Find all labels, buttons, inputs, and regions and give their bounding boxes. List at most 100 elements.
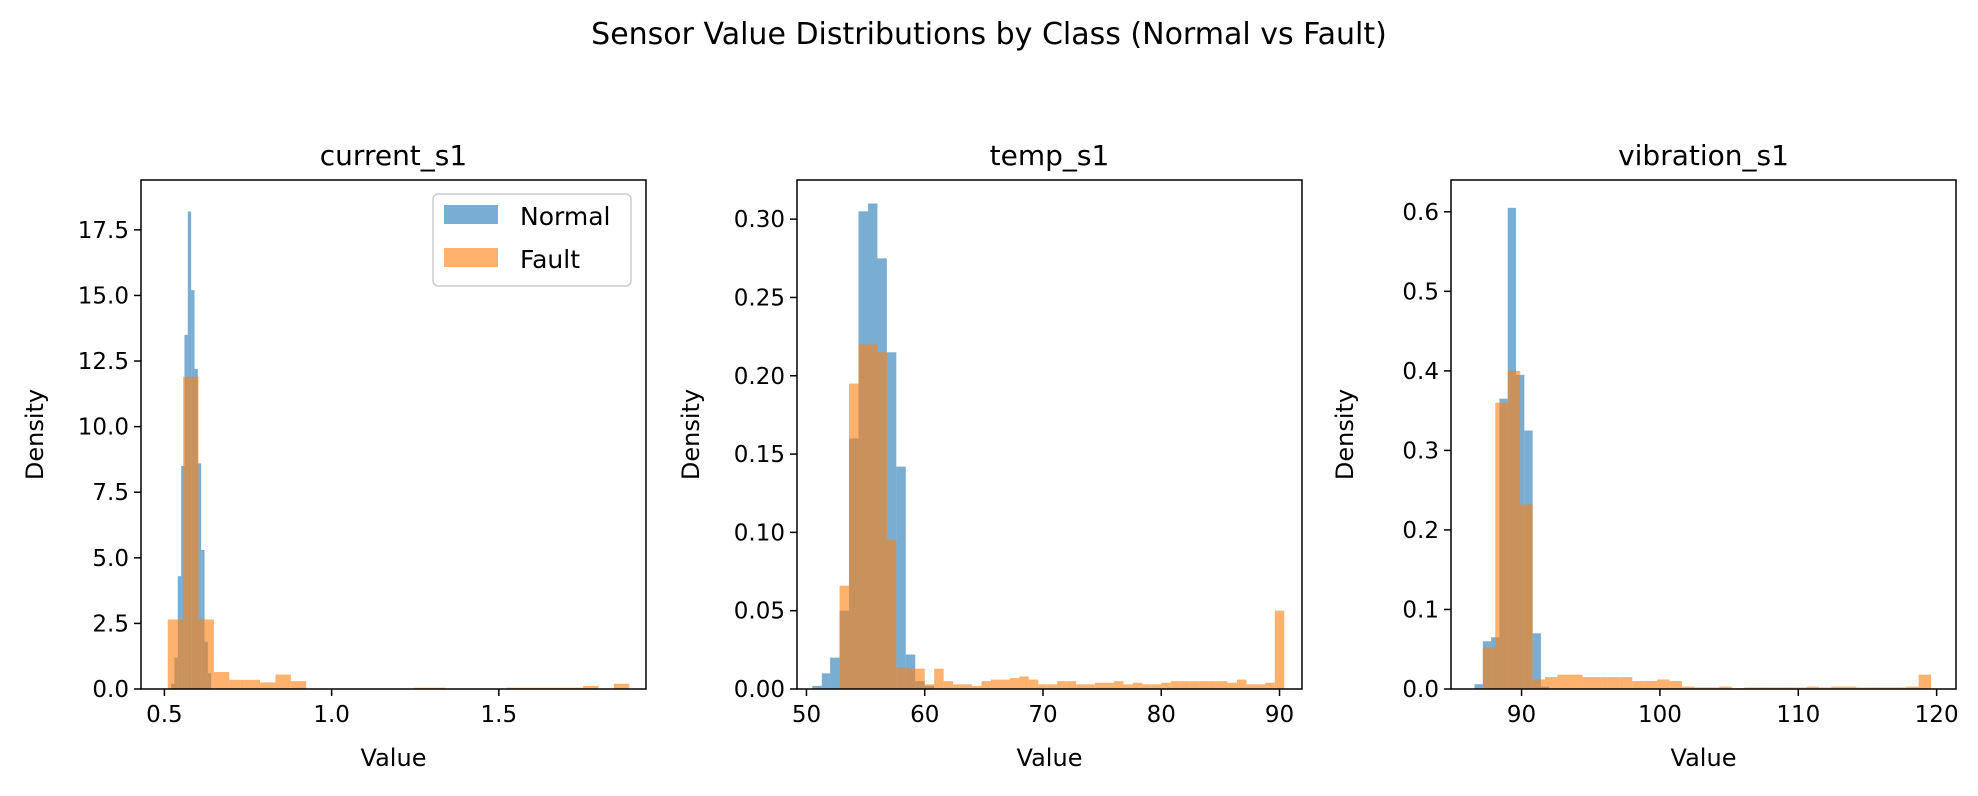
bar-normal	[1532, 633, 1541, 689]
bar-fault	[886, 540, 897, 689]
y-tick-label: 0.1	[1402, 597, 1439, 623]
bar-fault	[1104, 682, 1114, 689]
x-tick-label: 90	[1507, 702, 1536, 728]
y-tick-label: 10.0	[78, 415, 129, 441]
bar-fault	[1028, 679, 1039, 689]
bar-fault	[1218, 681, 1228, 689]
bar-fault	[1856, 687, 1869, 689]
bar-fault	[1180, 681, 1190, 689]
bar-fault	[1831, 686, 1844, 689]
bar-normal	[886, 352, 897, 689]
bar-fault	[1607, 677, 1620, 689]
bar-fault	[1532, 679, 1546, 689]
bar-fault	[1569, 674, 1583, 689]
y-tick-label: 15.0	[78, 283, 129, 309]
panel-vibration-s1: 90 100 110 120 0.0 0.1 0.2 0.3 0.4 0.5 0.6 vibratio…	[1331, 139, 1959, 772]
bar-fault	[867, 344, 878, 689]
axes-frame	[140, 179, 647, 690]
bar-fault	[1047, 684, 1058, 689]
bar-fault	[905, 668, 916, 689]
y-tick-label: 0.30	[734, 207, 785, 233]
bar-fault	[962, 684, 973, 689]
bar-fault	[943, 681, 954, 689]
bar-fault	[1057, 681, 1067, 689]
y-tick-label: 5.0	[92, 546, 129, 572]
x-tick-label: 50	[792, 702, 821, 728]
bar-fault	[1868, 687, 1882, 689]
y-tick-label: 0.6	[1402, 200, 1439, 226]
bar-fault	[1085, 684, 1096, 689]
bar-fault	[1208, 681, 1219, 689]
bar-fault	[275, 674, 291, 689]
x-tick-label: 1.0	[313, 702, 350, 728]
bar-fault	[1557, 674, 1570, 689]
y-tick-label: 0.5	[1402, 279, 1439, 305]
bar-fault	[1482, 647, 1496, 689]
x-tick-label: 1.5	[481, 702, 518, 728]
legend: Normal Fault	[432, 193, 632, 287]
bar-fault	[1076, 684, 1086, 689]
bar-fault	[924, 684, 935, 689]
panel-title: current_s1	[320, 139, 467, 172]
bar-fault	[915, 668, 925, 689]
x-tick-label: 110	[1776, 702, 1820, 728]
y-axis-label: Density	[21, 389, 49, 480]
bar-fault	[1189, 681, 1200, 689]
y-tick-label: 7.5	[92, 480, 129, 506]
bar-fault	[1769, 687, 1782, 689]
bar-fault	[290, 681, 307, 689]
bar-fault	[1694, 687, 1707, 689]
bar-fault	[1819, 687, 1832, 689]
y-tick-label: 0.00	[734, 677, 785, 703]
bar-fault	[1881, 687, 1894, 689]
legend-label-fault: Fault	[520, 245, 580, 274]
bar-fault	[1706, 687, 1720, 689]
legend-label-normal: Normal	[520, 202, 610, 231]
bar-fault	[1123, 684, 1133, 689]
y-tick-label: 17.5	[78, 218, 129, 244]
x-tick-label: 60	[910, 702, 939, 728]
panel-current-s1: 0.5 1.0 1.5 0.0 2.5 5.0 7.5 10.0 12.5 15.0 17.5 cur…	[21, 139, 647, 772]
bar-fault	[934, 668, 944, 689]
bar-fault	[877, 352, 887, 689]
x-tick-label: 100	[1638, 702, 1682, 728]
bar-normal	[1474, 684, 1483, 689]
y-tick-label: 0.20	[734, 364, 785, 390]
figure-title: Sensor Value Distributions by Class (Nor…	[591, 17, 1387, 52]
bar-normal	[830, 657, 840, 689]
bar-fault	[1719, 686, 1732, 689]
bar-normal	[821, 673, 831, 689]
axes-frame	[1450, 179, 1957, 690]
bar-fault	[1893, 687, 1907, 689]
panel-title: vibration_s1	[1618, 139, 1789, 172]
bar-normal	[896, 466, 906, 689]
bar-fault	[229, 679, 245, 689]
bar-fault	[1066, 681, 1077, 689]
bar-normal	[181, 465, 185, 689]
bar-fault	[896, 667, 906, 689]
bar-fault	[1657, 679, 1670, 689]
bar-fault	[1545, 677, 1558, 689]
x-axis-label: Value	[1017, 744, 1083, 772]
bar-fault	[583, 685, 599, 689]
x-tick-label: 0.5	[146, 702, 183, 728]
bar-fault	[198, 619, 214, 689]
bar-fault	[1265, 682, 1275, 689]
bar-fault	[1744, 687, 1757, 689]
bar-fault	[1495, 402, 1508, 689]
x-axis-label: Value	[1671, 744, 1737, 772]
bar-fault	[1794, 687, 1807, 689]
y-tick-label: 0.4	[1402, 359, 1439, 385]
y-tick-label: 2.5	[92, 611, 129, 637]
bar-fault	[1582, 677, 1595, 689]
bar-fault	[839, 585, 850, 689]
bar-fault	[849, 383, 859, 689]
bar-fault	[1781, 687, 1795, 689]
bar-fault	[1161, 682, 1171, 689]
panel-title: temp_s1	[990, 139, 1110, 172]
bar-fault	[1142, 684, 1152, 689]
bar-fault	[1594, 677, 1608, 689]
series-fault	[839, 344, 1285, 689]
bar-fault	[1918, 674, 1932, 689]
bar-fault	[213, 671, 230, 689]
